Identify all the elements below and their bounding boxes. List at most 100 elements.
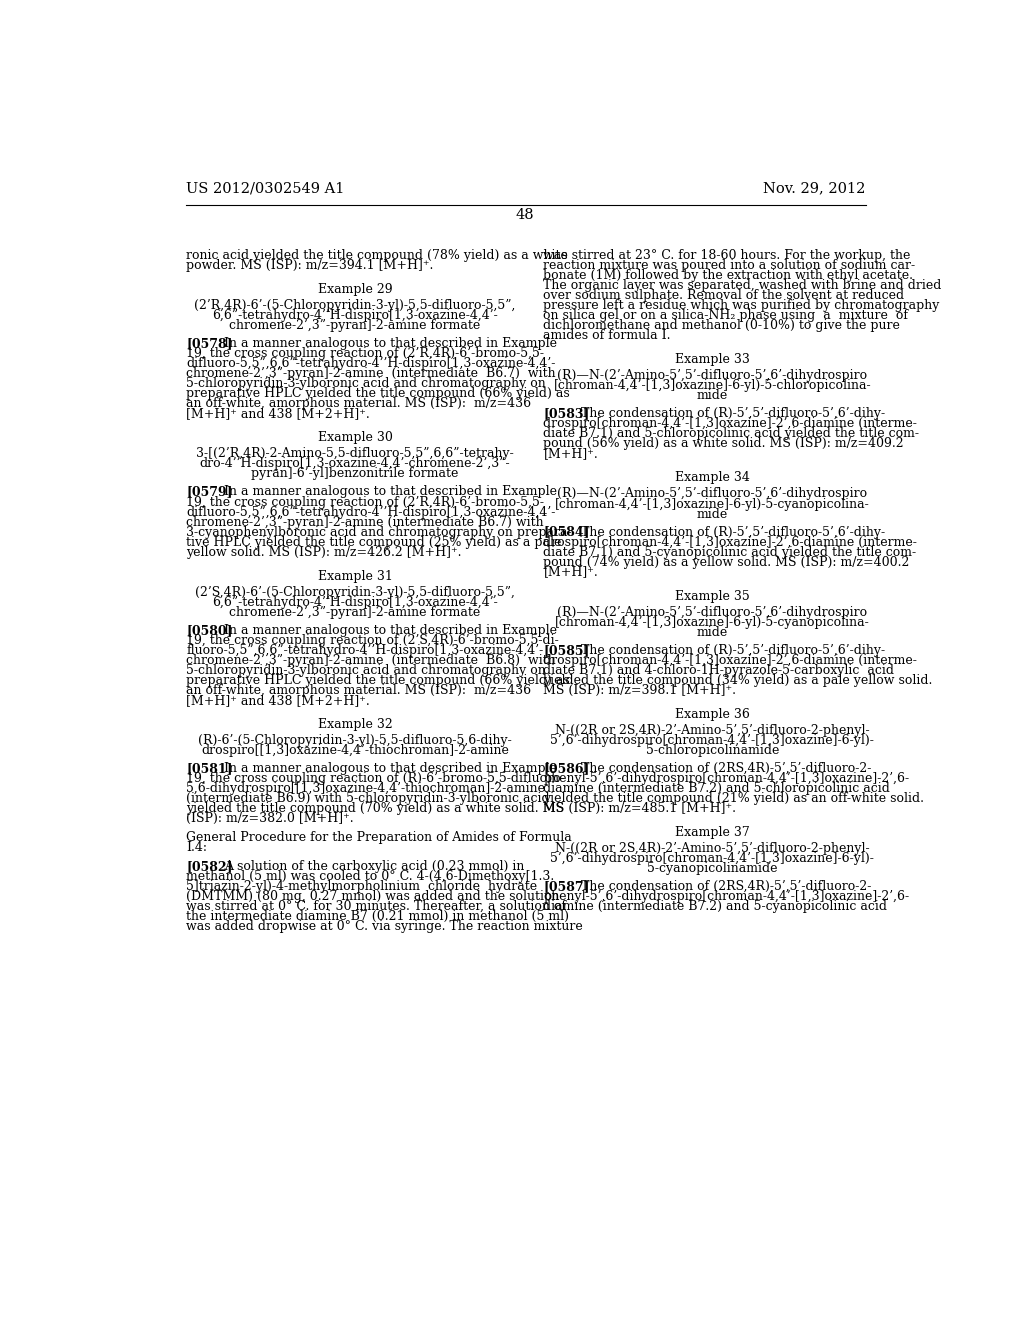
Text: (2’S,4R)-6’-(5-Chloropyridin-3-yl)-5,5-difluoro-5,5”,: (2’S,4R)-6’-(5-Chloropyridin-3-yl)-5,5-d… <box>196 586 515 598</box>
Text: difluoro-5,5”,6,6”-tetrahydro-4’’H-dispiro[1,3-oxazine-4,4’-: difluoro-5,5”,6,6”-tetrahydro-4’’H-dispi… <box>186 358 555 371</box>
Text: 6,6”-tetrahydro-4’’H-dispiro[1,3-oxazine-4,4’-: 6,6”-tetrahydro-4’’H-dispiro[1,3-oxazine… <box>212 595 498 609</box>
Text: yellow solid. MS (ISP): m/z=426.2 [M+H]⁺.: yellow solid. MS (ISP): m/z=426.2 [M+H]⁺… <box>186 545 462 558</box>
Text: [chroman-4,4’-[1,3]oxazine]-6-yl)-5-chloropicolina-: [chroman-4,4’-[1,3]oxazine]-6-yl)-5-chlo… <box>554 379 871 392</box>
Text: 19, the cross coupling reaction of (2’S,4R)-6’-bromo-5,5-di-: 19, the cross coupling reaction of (2’S,… <box>186 634 559 647</box>
Text: [0585]: [0585] <box>544 644 590 656</box>
Text: tive HPLC yielded the title compound (25% yield) as a pale: tive HPLC yielded the title compound (25… <box>186 536 561 549</box>
Text: phenyl-5’,6’-dihydrospiro[chroman-4,4’-[1,3]oxazine]-2’,6-: phenyl-5’,6’-dihydrospiro[chroman-4,4’-[… <box>544 772 909 785</box>
Text: [M+H]⁺.: [M+H]⁺. <box>544 447 598 461</box>
Text: The condensation of (R)-5’,5’-difluoro-5’,6’-dihy-: The condensation of (R)-5’,5’-difluoro-5… <box>582 408 886 420</box>
Text: amides of formula I.: amides of formula I. <box>544 330 671 342</box>
Text: (DMTMM) (80 mg, 0.27 mmol) was added and the solution: (DMTMM) (80 mg, 0.27 mmol) was added and… <box>186 890 560 903</box>
Text: Example 30: Example 30 <box>317 432 392 445</box>
Text: 48: 48 <box>515 207 535 222</box>
Text: dro-4’’H-dispiro[1,3-oxazine-4,4’-chromene-2’,3”-: dro-4’’H-dispiro[1,3-oxazine-4,4’-chrome… <box>200 458 510 470</box>
Text: [0583]: [0583] <box>544 408 590 420</box>
Text: In a manner analogous to that described in Example: In a manner analogous to that described … <box>224 762 557 775</box>
Text: bonate (1M) followed by the extraction with ethyl acetate.: bonate (1M) followed by the extraction w… <box>544 269 913 282</box>
Text: diate B7.1) and 4-chloro-1H-pyrazole-5-carboxylic  acid: diate B7.1) and 4-chloro-1H-pyrazole-5-c… <box>544 664 894 677</box>
Text: 3-cyanophenylboronic acid and chromatography on prepara-: 3-cyanophenylboronic acid and chromatogr… <box>186 525 571 539</box>
Text: 5-chloropyridin-3-ylboronic acid and chromatography on: 5-chloropyridin-3-ylboronic acid and chr… <box>186 664 546 677</box>
Text: pressure left a residue which was purified by chromatography: pressure left a residue which was purifi… <box>544 300 940 313</box>
Text: [0581]: [0581] <box>186 762 232 775</box>
Text: (intermediate B6.9) with 5-chloropyridin-3-ylboronic acid: (intermediate B6.9) with 5-chloropyridin… <box>186 792 550 805</box>
Text: 5]triazin-2-yl)-4-methylmorpholinium  chloride  hydrate: 5]triazin-2-yl)-4-methylmorpholinium chl… <box>186 880 538 892</box>
Text: N-((2R or 2S,4R)-2’-Amino-5’,5’-difluoro-2-phenyl-: N-((2R or 2S,4R)-2’-Amino-5’,5’-difluoro… <box>555 842 869 855</box>
Text: mide: mide <box>696 389 728 403</box>
Text: 19, the cross coupling reaction of (R)-6’-bromo-5,5-difluoro-: 19, the cross coupling reaction of (R)-6… <box>186 772 565 785</box>
Text: the intermediate diamine B7 (0.21 mmol) in methanol (5 ml): the intermediate diamine B7 (0.21 mmol) … <box>186 909 569 923</box>
Text: A solution of the carboxylic acid (0.23 mmol) in: A solution of the carboxylic acid (0.23 … <box>224 859 524 873</box>
Text: preparative HPLC yielded the title compound (66% yield) as: preparative HPLC yielded the title compo… <box>186 673 570 686</box>
Text: The organic layer was separated, washed with brine and dried: The organic layer was separated, washed … <box>544 280 942 292</box>
Text: Example 29: Example 29 <box>317 284 392 296</box>
Text: chromene-2’,3”-pyran]-2-amine formate: chromene-2’,3”-pyran]-2-amine formate <box>229 319 480 333</box>
Text: [M+H]⁺.: [M+H]⁺. <box>544 565 598 578</box>
Text: on silica gel or on a silica-NH₂ phase using  a  mixture  of: on silica gel or on a silica-NH₂ phase u… <box>544 309 908 322</box>
Text: Example 33: Example 33 <box>675 354 750 367</box>
Text: MS (ISP): m/z=485.1 [M+H]⁺.: MS (ISP): m/z=485.1 [M+H]⁺. <box>544 801 736 814</box>
Text: diate B7.1) and 5-chloropicolinic acid yielded the title com-: diate B7.1) and 5-chloropicolinic acid y… <box>544 428 920 441</box>
Text: chromene-2’,3”-pyran]-2-amine  (intermediate  B6.8)  with: chromene-2’,3”-pyran]-2-amine (intermedi… <box>186 653 556 667</box>
Text: 6,6”-tetrahydro-4’’H-dispiro[1,3-oxazine-4,4’-: 6,6”-tetrahydro-4’’H-dispiro[1,3-oxazine… <box>212 309 498 322</box>
Text: pound (56% yield) as a white solid. MS (ISP): m/z=409.2: pound (56% yield) as a white solid. MS (… <box>544 437 904 450</box>
Text: [0586]: [0586] <box>544 762 590 775</box>
Text: pyran]-6’-yl]benzonitrile formate: pyran]-6’-yl]benzonitrile formate <box>251 467 459 480</box>
Text: I.4:: I.4: <box>186 841 207 854</box>
Text: drospiro[chroman-4,4’-[1,3]oxazine]-2’,6-diamine (interme-: drospiro[chroman-4,4’-[1,3]oxazine]-2’,6… <box>544 417 918 430</box>
Text: diamine (intermediate B7.2) and 5-chloropicolinic acid: diamine (intermediate B7.2) and 5-chloro… <box>544 781 890 795</box>
Text: (R)-6’-(5-Chloropyridin-3-yl)-5,5-difluoro-5,6-dihy-: (R)-6’-(5-Chloropyridin-3-yl)-5,5-difluo… <box>199 734 512 747</box>
Text: Example 31: Example 31 <box>317 570 392 582</box>
Text: drospiro[chroman-4,4’-[1,3]oxazine]-2’,6-diamine (interme-: drospiro[chroman-4,4’-[1,3]oxazine]-2’,6… <box>544 536 918 549</box>
Text: The condensation of (2RS,4R)-5’,5’-difluoro-2-: The condensation of (2RS,4R)-5’,5’-diflu… <box>582 762 871 775</box>
Text: yielded the title compound (21% yield) as an off-white solid.: yielded the title compound (21% yield) a… <box>544 792 925 805</box>
Text: powder. MS (ISP): m/z=394.1 [M+H]⁺.: powder. MS (ISP): m/z=394.1 [M+H]⁺. <box>186 259 433 272</box>
Text: an off-white, amorphous material. MS (ISP):  m/z=436: an off-white, amorphous material. MS (IS… <box>186 684 531 697</box>
Text: chromene-2’,3”-pyran]-2-amine formate: chromene-2’,3”-pyran]-2-amine formate <box>229 606 480 619</box>
Text: was stirred at 23° C. for 18-60 hours. For the workup, the: was stirred at 23° C. for 18-60 hours. F… <box>544 249 910 263</box>
Text: difluoro-5,5”,6,6”-tetrahydro-4’’H-dispiro[1,3-oxazine-4,4’-: difluoro-5,5”,6,6”-tetrahydro-4’’H-dispi… <box>186 506 555 519</box>
Text: yielded the title compound (34% yield) as a pale yellow solid.: yielded the title compound (34% yield) a… <box>544 673 933 686</box>
Text: dichloromethane and methanol (0-10%) to give the pure: dichloromethane and methanol (0-10%) to … <box>544 319 900 333</box>
Text: In a manner analogous to that described in Example: In a manner analogous to that described … <box>224 623 557 636</box>
Text: was stirred at 0° C. for 30 minutes. Thereafter, a solution of: was stirred at 0° C. for 30 minutes. The… <box>186 900 566 913</box>
Text: drospiro[[1,3]oxazine-4,4’-thiochroman]-2-amine: drospiro[[1,3]oxazine-4,4’-thiochroman]-… <box>201 743 509 756</box>
Text: MS (ISP): m/z=398.1 [M+H]⁺.: MS (ISP): m/z=398.1 [M+H]⁺. <box>544 684 736 697</box>
Text: [0582]: [0582] <box>186 859 232 873</box>
Text: (R)—N-(2’-Amino-5’,5’-difluoro-5’,6’-dihydrospiro: (R)—N-(2’-Amino-5’,5’-difluoro-5’,6’-dih… <box>557 606 867 619</box>
Text: over sodium sulphate. Removal of the solvent at reduced: over sodium sulphate. Removal of the sol… <box>544 289 904 302</box>
Text: diate B7.1) and 5-cyanopicolinic acid yielded the title com-: diate B7.1) and 5-cyanopicolinic acid yi… <box>544 545 916 558</box>
Text: was added dropwise at 0° C. via syringe. The reaction mixture: was added dropwise at 0° C. via syringe.… <box>186 920 583 933</box>
Text: [0584]: [0584] <box>544 525 590 539</box>
Text: drospiro[chroman-4,4’-[1,3]oxazine]-2’,6-diamine (interme-: drospiro[chroman-4,4’-[1,3]oxazine]-2’,6… <box>544 653 918 667</box>
Text: phenyl-5’,6’-dihydrospiro[chroman-4,4’-[1,3]oxazine]-2’,6-: phenyl-5’,6’-dihydrospiro[chroman-4,4’-[… <box>544 890 909 903</box>
Text: chromene-2’,3”-pyran]-2-amine  (intermediate  B6.7)  with: chromene-2’,3”-pyran]-2-amine (intermedi… <box>186 367 556 380</box>
Text: Example 34: Example 34 <box>675 471 750 484</box>
Text: reaction mixture was poured into a solution of sodium car-: reaction mixture was poured into a solut… <box>544 259 915 272</box>
Text: Nov. 29, 2012: Nov. 29, 2012 <box>764 181 866 195</box>
Text: pound (74% yield) as a yellow solid. MS (ISP): m/z=400.2: pound (74% yield) as a yellow solid. MS … <box>544 556 909 569</box>
Text: (ISP): m/z=382.0 [M+H]⁺.: (ISP): m/z=382.0 [M+H]⁺. <box>186 812 353 825</box>
Text: [0587]: [0587] <box>544 880 590 892</box>
Text: [chroman-4,4’-[1,3]oxazine]-6-yl)-5-cyanopicolina-: [chroman-4,4’-[1,3]oxazine]-6-yl)-5-cyan… <box>555 498 869 511</box>
Text: The condensation of (R)-5’,5’-difluoro-5’,6’-dihy-: The condensation of (R)-5’,5’-difluoro-5… <box>582 525 886 539</box>
Text: 19, the cross coupling reaction of (2’R,4R)-6’-bromo-5,5-: 19, the cross coupling reaction of (2’R,… <box>186 495 544 508</box>
Text: (R)—N-(2’-Amino-5’,5’-difluoro-5’,6’-dihydrospiro: (R)—N-(2’-Amino-5’,5’-difluoro-5’,6’-dih… <box>557 487 867 500</box>
Text: In a manner analogous to that described in Example: In a manner analogous to that described … <box>224 338 557 350</box>
Text: 5,6-dihydrospiro[[1,3]oxazine-4,4’-thiochroman]-2-amine: 5,6-dihydrospiro[[1,3]oxazine-4,4’-thioc… <box>186 781 545 795</box>
Text: N-((2R or 2S,4R)-2’-Amino-5’,5’-difluoro-2-phenyl-: N-((2R or 2S,4R)-2’-Amino-5’,5’-difluoro… <box>555 723 869 737</box>
Text: 5’,6’-dihydrospiro[chroman-4,4’-[1,3]oxazine]-6-yl)-: 5’,6’-dihydrospiro[chroman-4,4’-[1,3]oxa… <box>551 851 874 865</box>
Text: 5-chloropicolinamide: 5-chloropicolinamide <box>646 743 779 756</box>
Text: yielded the title compound (70% yield) as a white solid. MS: yielded the title compound (70% yield) a… <box>186 801 564 814</box>
Text: diamine (intermediate B7.2) and 5-cyanopicolinic acid: diamine (intermediate B7.2) and 5-cyanop… <box>544 900 888 913</box>
Text: [M+H]⁺ and 438 [M+2+H]⁺.: [M+H]⁺ and 438 [M+2+H]⁺. <box>186 408 370 420</box>
Text: [M+H]⁺ and 438 [M+2+H]⁺.: [M+H]⁺ and 438 [M+2+H]⁺. <box>186 694 370 706</box>
Text: In a manner analogous to that described in Example: In a manner analogous to that described … <box>224 486 557 499</box>
Text: (2’R,4R)-6’-(5-Chloropyridin-3-yl)-5,5-difluoro-5,5”,: (2’R,4R)-6’-(5-Chloropyridin-3-yl)-5,5-d… <box>195 300 516 313</box>
Text: 3-[(2’R,4R)-2-Amino-5,5-difluoro-5,5”,6,6”-tetrahy-: 3-[(2’R,4R)-2-Amino-5,5-difluoro-5,5”,6,… <box>197 447 514 461</box>
Text: 5-cyanopicolinamide: 5-cyanopicolinamide <box>647 862 777 875</box>
Text: US 2012/0302549 A1: US 2012/0302549 A1 <box>186 181 344 195</box>
Text: fluoro-5,5”,6,6”-tetrahydro-4’’H-dispiro[1,3-oxazine-4,4’-: fluoro-5,5”,6,6”-tetrahydro-4’’H-dispiro… <box>186 644 544 656</box>
Text: (R)—N-(2’-Amino-5’,5’-difluoro-5’,6’-dihydrospiro: (R)—N-(2’-Amino-5’,5’-difluoro-5’,6’-dih… <box>557 370 867 383</box>
Text: [0578]: [0578] <box>186 338 232 350</box>
